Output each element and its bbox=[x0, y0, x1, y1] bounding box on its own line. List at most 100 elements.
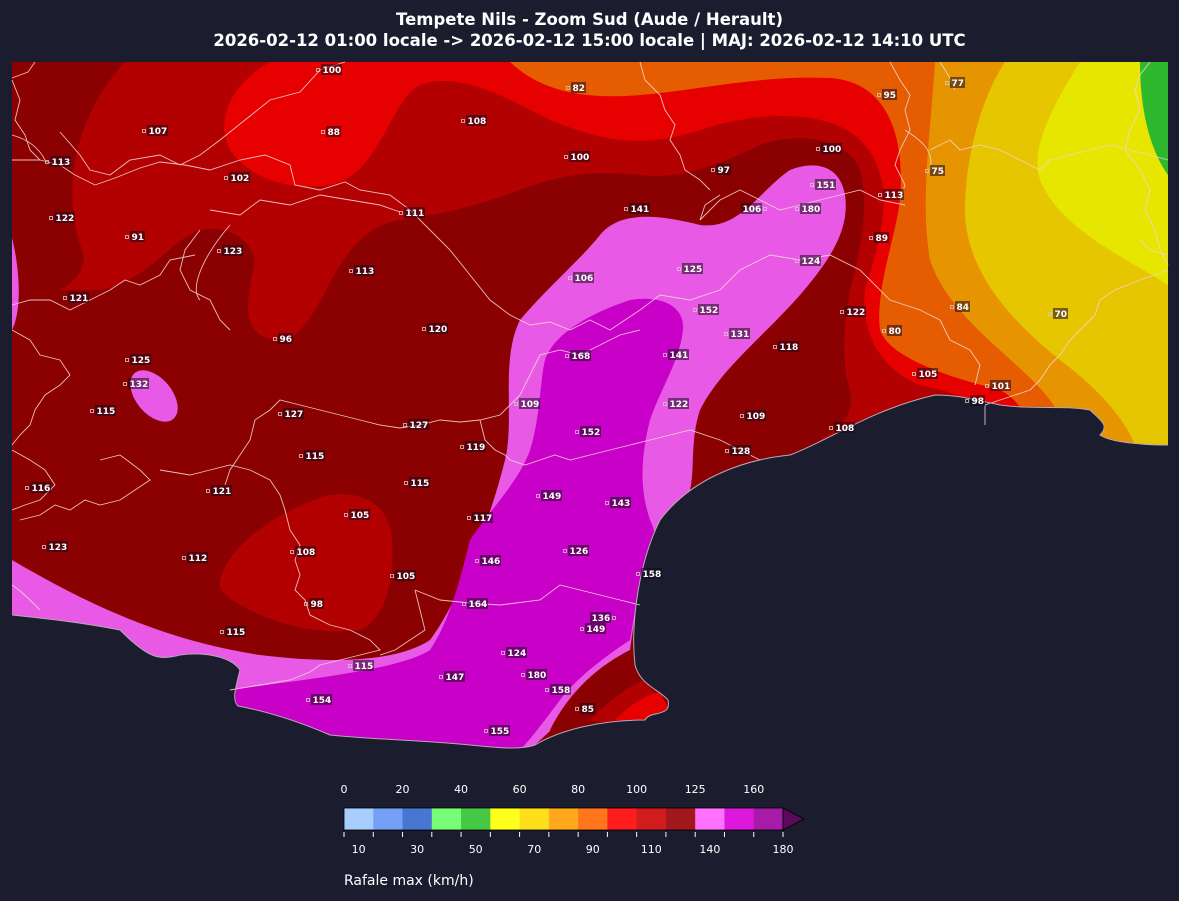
station-point-icon bbox=[462, 602, 466, 606]
station-point-icon bbox=[763, 207, 767, 211]
colorbar-title: Rafale max (km/h) bbox=[344, 873, 474, 889]
station-label-background bbox=[480, 555, 501, 566]
station-value: 132 bbox=[130, 380, 149, 390]
station-label-background bbox=[311, 694, 332, 705]
station-value: 141 bbox=[631, 205, 650, 215]
station-value: 97 bbox=[718, 166, 731, 176]
station-marker: 121 bbox=[206, 485, 232, 497]
station-label-background bbox=[506, 647, 527, 658]
colorbar-segment bbox=[344, 808, 374, 830]
station-marker: 152 bbox=[693, 304, 719, 316]
station-point-icon bbox=[399, 211, 403, 215]
station-marker: 113 bbox=[878, 189, 904, 201]
station-value: 108 bbox=[468, 117, 487, 127]
station-value: 75 bbox=[932, 167, 945, 177]
station-point-icon bbox=[220, 630, 224, 634]
station-label-background bbox=[585, 623, 606, 634]
station-label-background bbox=[295, 546, 316, 557]
station-label-background bbox=[211, 485, 232, 496]
station-point-icon bbox=[545, 688, 549, 692]
colorbar-segment bbox=[753, 808, 784, 830]
colorbar-segment bbox=[431, 808, 462, 830]
station-value: 80 bbox=[889, 327, 902, 337]
station-marker: 119 bbox=[460, 441, 486, 453]
station-value: 136 bbox=[592, 614, 611, 624]
station-label-background bbox=[409, 477, 430, 488]
band-110-120-island bbox=[219, 494, 393, 632]
colorbar-segment bbox=[607, 808, 638, 830]
station-value: 180 bbox=[528, 671, 547, 681]
station-point-icon bbox=[795, 259, 799, 263]
station-point-icon bbox=[563, 549, 567, 553]
station-value: 108 bbox=[836, 424, 855, 434]
station-value: 115 bbox=[227, 628, 246, 638]
station-value: 152 bbox=[700, 306, 719, 316]
station-value: 115 bbox=[355, 662, 374, 672]
station-value: 105 bbox=[919, 370, 938, 380]
station-point-icon bbox=[950, 305, 954, 309]
station-value: 102 bbox=[231, 174, 250, 184]
station-marker: 180 bbox=[795, 203, 821, 215]
station-value: 116 bbox=[32, 484, 51, 494]
station-point-icon bbox=[25, 486, 29, 490]
station-marker: 143 bbox=[605, 497, 631, 509]
station-label-background bbox=[874, 232, 889, 243]
station-label-background bbox=[571, 82, 586, 93]
station-point-icon bbox=[439, 675, 443, 679]
station-label-background bbox=[54, 212, 75, 223]
station-value: 127 bbox=[285, 410, 304, 420]
station-marker: 109 bbox=[740, 410, 766, 422]
station-marker: 117 bbox=[467, 512, 493, 524]
station-label-background bbox=[778, 341, 799, 352]
station-label-background bbox=[326, 126, 341, 137]
station-marker: 149 bbox=[580, 623, 606, 635]
station-point-icon bbox=[810, 183, 814, 187]
station-marker: 115 bbox=[90, 405, 116, 417]
station-label-background bbox=[917, 368, 938, 379]
station-point-icon bbox=[677, 267, 681, 271]
band-150-plus bbox=[230, 298, 684, 750]
station-marker: 97 bbox=[711, 164, 731, 176]
station-point-icon bbox=[224, 176, 228, 180]
station-marker: 116 bbox=[25, 482, 51, 494]
station-label-background bbox=[882, 89, 897, 100]
station-label-background bbox=[716, 164, 731, 175]
station-label-background bbox=[629, 203, 650, 214]
station-marker: 123 bbox=[42, 541, 68, 553]
station-label-background bbox=[573, 272, 594, 283]
station-point-icon bbox=[316, 68, 320, 72]
station-marker: 164 bbox=[462, 598, 488, 610]
station-label-background bbox=[489, 725, 510, 736]
station-value: 121 bbox=[213, 487, 232, 497]
station-labels: 100 82 77 95 107 88 108 100 100 113 97 75 102 151 113 1… bbox=[25, 64, 1068, 737]
station-label-background bbox=[147, 125, 168, 136]
station-marker: 126 bbox=[563, 545, 589, 557]
chart-title: Tempete Nils - Zoom Sud (Aude / Herault) bbox=[396, 10, 783, 29]
station-marker: 100 bbox=[316, 64, 342, 76]
station-label-background bbox=[349, 509, 370, 520]
station-value: 115 bbox=[97, 407, 116, 417]
station-marker: 77 bbox=[945, 77, 965, 89]
station-marker: 106 bbox=[568, 272, 594, 284]
station-point-icon bbox=[182, 556, 186, 560]
station-marker: 121 bbox=[63, 292, 89, 304]
station-marker: 113 bbox=[45, 156, 71, 168]
station-point-icon bbox=[985, 384, 989, 388]
station-label-background bbox=[668, 398, 689, 409]
station-label-background bbox=[821, 143, 842, 154]
station-marker: 105 bbox=[344, 509, 370, 521]
station-marker: 154 bbox=[306, 694, 332, 706]
station-point-icon bbox=[290, 550, 294, 554]
station-point-icon bbox=[344, 513, 348, 517]
station-marker: 89 bbox=[869, 232, 889, 244]
station-value: 101 bbox=[992, 382, 1011, 392]
station-value: 149 bbox=[587, 625, 606, 635]
colorbar-segment bbox=[461, 808, 491, 830]
station-point-icon bbox=[575, 707, 579, 711]
station-point-icon bbox=[475, 559, 479, 563]
station-marker: 102 bbox=[224, 172, 250, 184]
colorbar-top-tick-label: 160 bbox=[743, 783, 765, 796]
colorbar-top-tick-label: 60 bbox=[512, 783, 527, 796]
colorbar-segment bbox=[373, 808, 404, 830]
station-marker: 120 bbox=[422, 323, 448, 335]
